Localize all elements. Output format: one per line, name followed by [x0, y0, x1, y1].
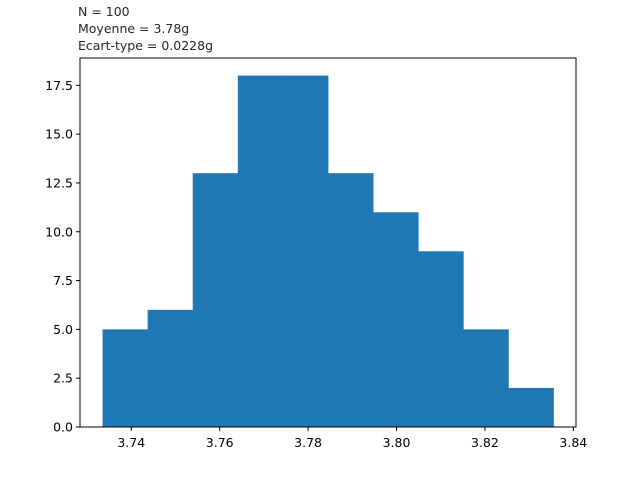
y-tick-label: 7.5 [53, 273, 73, 288]
mean-label: Moyenne = 3.78g [78, 21, 190, 36]
histogram-bar [282, 75, 329, 427]
y-tick-label: 0.0 [53, 420, 73, 435]
y-tick-label: 5.0 [53, 322, 73, 337]
histogram-bar [328, 173, 374, 427]
histogram-bar [463, 329, 509, 427]
histogram-bar [373, 212, 419, 427]
y-tick-label: 10.0 [45, 224, 73, 239]
x-tick-label: 3.74 [117, 435, 145, 450]
histogram-bar [192, 173, 239, 427]
bars-group [102, 75, 554, 427]
histogram-bar [418, 251, 464, 427]
histogram-bar [237, 75, 284, 427]
histogram-bar [508, 387, 554, 427]
std-deviation-label: Ecart-type = 0.0228g [78, 38, 213, 53]
y-axis: 0.0 2.5 5.0 7.5 10.0 12.5 15.0 17.5 [45, 78, 80, 435]
x-tick-label: 3.76 [206, 435, 234, 450]
histogram-bar [147, 309, 194, 427]
x-tick-label: 3.80 [383, 435, 411, 450]
sample-size-label: N = 100 [78, 4, 130, 19]
x-tick-label: 3.78 [294, 435, 322, 450]
y-tick-label: 2.5 [53, 371, 73, 386]
x-tick-label: 3.82 [471, 435, 499, 450]
stats-annotation: N = 100 Moyenne = 3.78g Ecart-type = 0.0… [78, 3, 213, 54]
y-tick-label: 15.0 [45, 127, 73, 142]
x-tick-label: 3.84 [559, 435, 587, 450]
y-tick-label: 12.5 [45, 175, 73, 190]
plot-frame [79, 57, 577, 428]
histogram-bar [102, 329, 149, 427]
y-tick-label: 17.5 [45, 78, 73, 93]
x-axis: 3.74 3.76 3.78 3.80 3.82 3.84 [117, 427, 587, 450]
